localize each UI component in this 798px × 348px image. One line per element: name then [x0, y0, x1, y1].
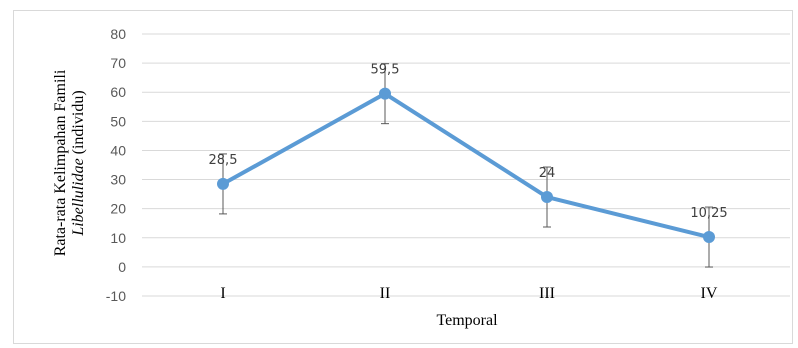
series-polyline	[222, 91, 710, 239]
y-axis-title-line1: Rata-rata Kelimpahan Famili	[52, 69, 69, 256]
data-point	[541, 191, 553, 204]
y-axis-title-line2: Libellulidae (individu)	[70, 90, 87, 236]
y-tick-label: 30	[110, 172, 126, 188]
y-tick-label: 50	[110, 113, 126, 129]
y-tick-label: 60	[110, 84, 126, 100]
data-label: 59,5	[371, 63, 400, 78]
y-tick-label: 40	[110, 142, 126, 158]
y-tick-label: 20	[110, 201, 126, 217]
y-axis-title: Rata-rata Kelimpahan Famili Libellulidae…	[52, 69, 87, 256]
data-points	[217, 87, 715, 244]
y-tick-label: 70	[110, 55, 126, 71]
data-label: 24	[539, 166, 556, 181]
y-tick-label: -10	[106, 288, 126, 304]
data-label: 28,5	[209, 153, 238, 168]
data-labels: 28,5 59,5 24 10,25	[209, 63, 728, 221]
chart-frame	[13, 10, 793, 344]
y-tick-label: 80	[110, 26, 126, 42]
y-tick-label: 10	[110, 230, 126, 246]
data-point	[703, 231, 715, 244]
x-axis-title: Temporal	[436, 312, 498, 329]
x-tick-label: IV	[701, 285, 718, 302]
data-point	[379, 87, 391, 100]
data-point	[217, 177, 229, 190]
y-tick-label: 0	[118, 259, 126, 275]
x-tick-label: III	[539, 285, 555, 302]
y-axis-title-rest: (individu)	[70, 90, 87, 158]
y-axis-title-italic: Libellulidae	[70, 158, 87, 236]
data-label: 10,25	[690, 206, 727, 221]
error-bars	[219, 63, 713, 268]
x-axis-ticks: I II III IV	[220, 285, 718, 302]
gridlines	[142, 33, 790, 297]
x-tick-label: II	[380, 285, 391, 302]
y-axis-ticks: -10 0 10 20 30 40 50 60 70 80	[106, 26, 126, 304]
series-line	[222, 91, 710, 239]
x-tick-label: I	[220, 285, 225, 302]
